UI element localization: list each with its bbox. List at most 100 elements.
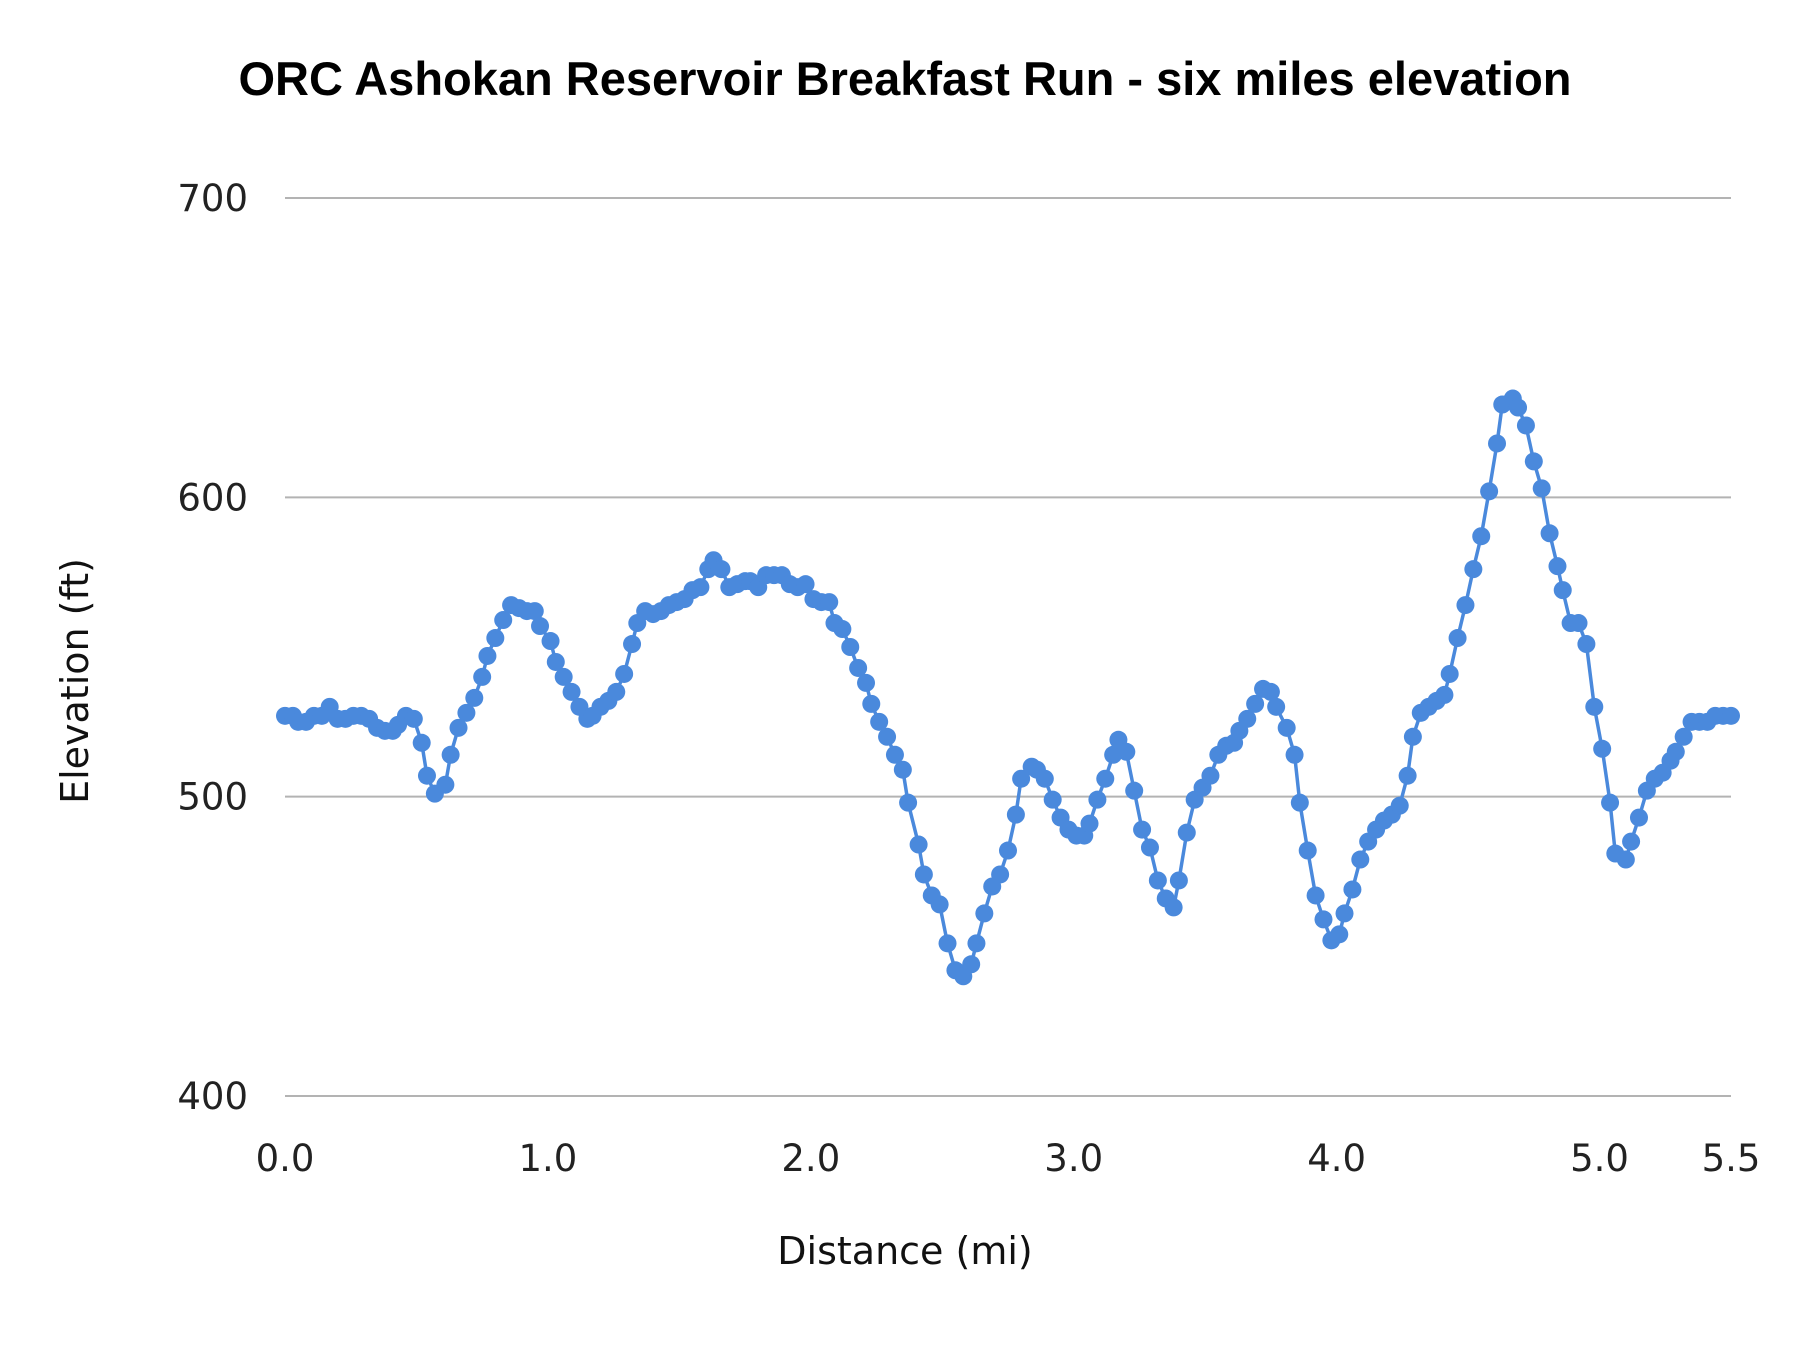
data-point	[1403, 727, 1422, 746]
data-point	[878, 727, 897, 746]
data-point	[1246, 694, 1265, 713]
data-point	[1343, 880, 1362, 899]
data-point	[862, 694, 881, 713]
data-point	[1593, 739, 1612, 758]
data-point	[857, 673, 876, 692]
data-point	[525, 602, 544, 621]
data-point	[436, 775, 455, 794]
data-point	[820, 593, 839, 612]
data-point	[1169, 871, 1188, 890]
x-axis-ticks: 0.0 1.0 2.0 3.0 4.0 5.0 5.5	[256, 1137, 1761, 1180]
data-point	[473, 667, 492, 686]
data-point	[1148, 871, 1167, 890]
data-point	[615, 664, 634, 683]
data-point	[1448, 629, 1467, 648]
data-point	[1616, 850, 1635, 869]
x-tick-label: 1.0	[518, 1137, 577, 1180]
x-axis-title: Distance (mi)	[777, 1229, 1032, 1273]
data-point	[1569, 614, 1588, 633]
data-point	[1012, 769, 1031, 788]
data-point	[1440, 664, 1459, 683]
data-point	[1125, 781, 1144, 800]
data-point	[1390, 796, 1409, 815]
data-point	[833, 620, 852, 639]
data-point	[1043, 790, 1062, 809]
data-point	[1140, 838, 1159, 857]
x-tick-label: 2.0	[781, 1137, 840, 1180]
data-point	[1261, 682, 1280, 701]
y-tick-label: 700	[177, 177, 248, 220]
data-point	[849, 658, 868, 677]
data-point	[712, 560, 731, 579]
data-point	[1456, 596, 1475, 615]
data-point	[938, 934, 957, 953]
x-tick-label: 5.5	[1702, 1137, 1761, 1180]
data-point	[1201, 766, 1220, 785]
data-point	[1435, 685, 1454, 704]
data-point	[930, 895, 949, 914]
chart-title: ORC Ashokan Reservoir Breakfast Run - si…	[238, 52, 1571, 105]
x-tick-label: 3.0	[1044, 1137, 1103, 1180]
data-point	[1335, 904, 1354, 923]
elevation-series	[276, 389, 1740, 986]
data-point	[1164, 898, 1183, 917]
x-tick-label: 4.0	[1307, 1137, 1366, 1180]
data-point	[1314, 910, 1333, 929]
data-point	[899, 793, 918, 812]
data-point	[531, 617, 550, 636]
data-point	[1516, 416, 1535, 435]
data-point	[554, 667, 573, 686]
data-point	[1629, 808, 1648, 827]
data-point	[1285, 745, 1304, 764]
data-point	[1398, 766, 1417, 785]
data-point	[494, 611, 513, 630]
data-point	[1722, 706, 1740, 725]
gridlines	[285, 197, 1731, 1097]
data-point	[441, 745, 460, 764]
data-point	[1601, 793, 1620, 812]
data-point	[1277, 718, 1296, 737]
y-tick-label: 600	[177, 476, 248, 519]
data-point	[1351, 850, 1370, 869]
data-point	[1472, 527, 1491, 546]
data-point	[1540, 524, 1559, 543]
data-point	[962, 955, 981, 974]
data-point	[607, 682, 626, 701]
data-point	[885, 745, 904, 764]
x-tick-label: 5.0	[1570, 1137, 1629, 1180]
data-point	[562, 682, 581, 701]
data-point	[1006, 805, 1025, 824]
data-point	[412, 733, 431, 752]
data-point	[417, 766, 436, 785]
data-point	[1035, 769, 1054, 788]
data-point	[975, 904, 994, 923]
data-point	[404, 709, 423, 728]
data-point	[546, 652, 565, 671]
y-tick-label: 400	[177, 1075, 248, 1118]
data-point	[1666, 742, 1685, 761]
data-point	[991, 865, 1010, 884]
data-point	[1553, 581, 1572, 600]
data-point	[1674, 727, 1693, 746]
data-point	[1306, 886, 1325, 905]
data-point	[1177, 823, 1196, 842]
x-tick-label: 0.0	[256, 1137, 315, 1180]
data-point	[1096, 769, 1115, 788]
data-point	[1133, 820, 1152, 839]
data-point	[1088, 790, 1107, 809]
data-point	[909, 835, 928, 854]
data-point	[1080, 814, 1099, 833]
y-axis-title: Elevation (ft)	[53, 558, 97, 804]
data-point	[967, 934, 986, 953]
data-point	[1622, 832, 1641, 851]
data-point	[478, 646, 497, 665]
data-point	[1267, 697, 1286, 716]
data-point	[914, 865, 933, 884]
data-point	[1585, 697, 1604, 716]
data-point	[1298, 841, 1317, 860]
data-point	[1524, 452, 1543, 471]
data-point	[893, 760, 912, 779]
data-point	[1548, 557, 1567, 576]
data-point	[691, 578, 710, 597]
